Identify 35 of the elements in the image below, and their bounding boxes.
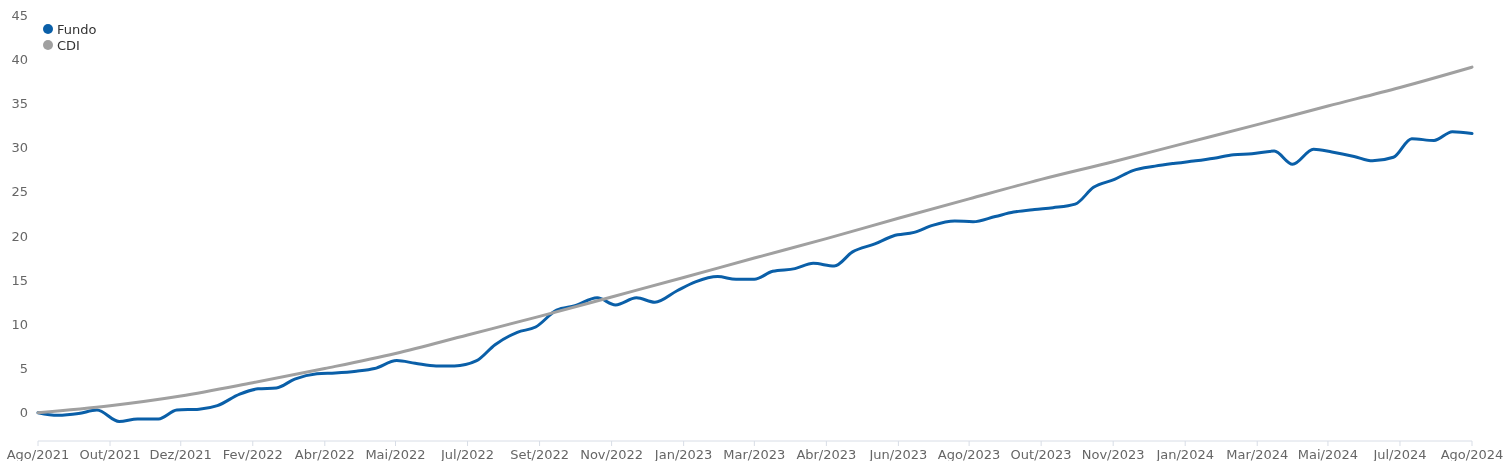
x-tick-label: Jan/2024 xyxy=(1155,447,1214,461)
y-tick-label: 15 xyxy=(11,272,28,288)
line-series xyxy=(36,65,1474,415)
y-tick-label: 40 xyxy=(11,51,28,67)
y-tick-label: 30 xyxy=(11,140,28,156)
x-tick-label: Ago/2023 xyxy=(937,447,1001,461)
x-tick-label: Mar/2024 xyxy=(1226,447,1289,461)
x-tick-label: Set/2022 xyxy=(510,447,569,461)
x-tick-label: Dez/2021 xyxy=(149,447,212,461)
y-tick-label: 10 xyxy=(11,316,28,332)
y-tick-label: 0 xyxy=(19,405,28,421)
x-tick-label: Ago/2024 xyxy=(1440,447,1503,461)
y-tick-label: 20 xyxy=(11,228,28,244)
x-tick-label: Ago/2021 xyxy=(6,447,70,461)
x-tick-label: Abr/2022 xyxy=(294,447,355,461)
y-tick-label: 45 xyxy=(11,7,28,23)
x-tick-label: Jan/2023 xyxy=(653,447,713,461)
x-tick-label: Jun/2023 xyxy=(868,447,928,461)
legend-label: Fundo xyxy=(57,21,97,37)
x-tick-label: Mai/2022 xyxy=(365,447,426,461)
y-tick-label: 5 xyxy=(19,361,28,377)
y-tick-label: 25 xyxy=(11,184,28,200)
line-series xyxy=(36,130,1474,424)
y-tick-label: 35 xyxy=(11,95,28,111)
x-tick-label: Mar/2023 xyxy=(723,447,786,461)
x-tick-label: Jul/2022 xyxy=(439,447,495,461)
x-tick-label: Fev/2022 xyxy=(222,447,283,461)
x-tick-label: Mai/2024 xyxy=(1297,447,1359,461)
legend-label: CDI xyxy=(57,37,80,53)
x-tick-label: Nov/2022 xyxy=(580,447,644,461)
x-tick-label: Out/2021 xyxy=(79,447,141,461)
x-tick-label: Abr/2023 xyxy=(796,447,857,461)
x-tick-label: Jul/2024 xyxy=(1372,447,1427,461)
x-tick-label: Nov/2023 xyxy=(1081,447,1145,461)
x-tick-label: Out/2023 xyxy=(1010,447,1072,461)
